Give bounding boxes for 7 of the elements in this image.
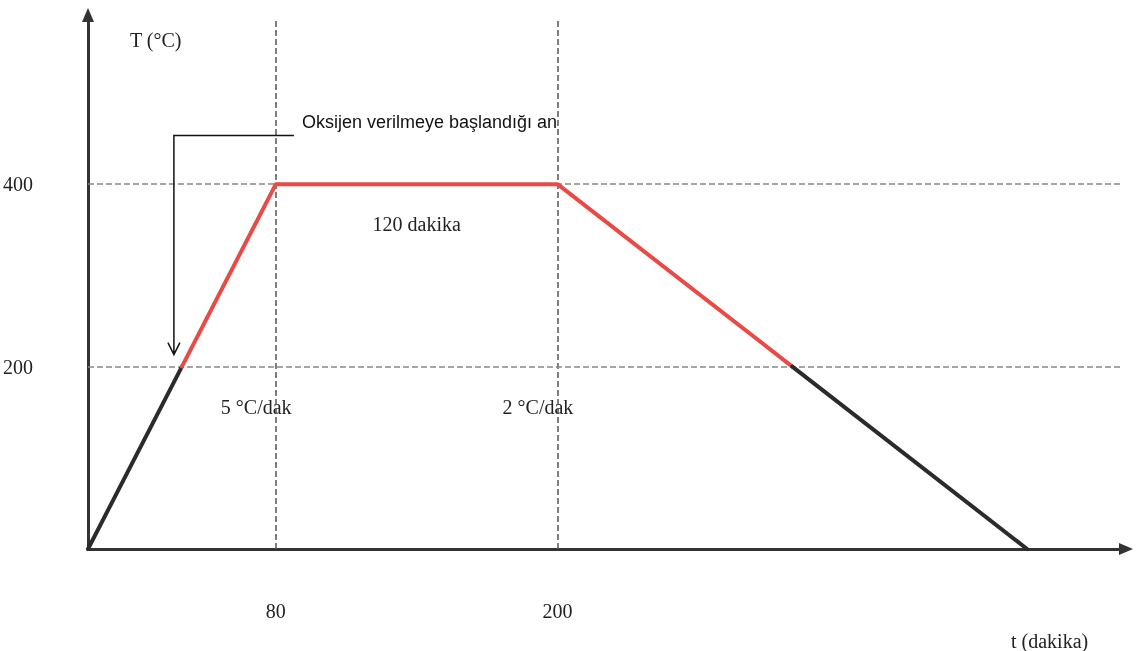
y-tick-label: 400 bbox=[3, 173, 33, 196]
annotation: 5 °C/dak bbox=[220, 395, 292, 418]
y-axis-title: T (°C) bbox=[130, 29, 182, 52]
annotation: Oksijen verilmeye başlandığı an bbox=[301, 111, 558, 132]
x-tick-label: 80 bbox=[265, 600, 286, 622]
annotation: 2 °C/dak bbox=[502, 395, 574, 418]
annotation: 120 dakika bbox=[372, 213, 461, 236]
